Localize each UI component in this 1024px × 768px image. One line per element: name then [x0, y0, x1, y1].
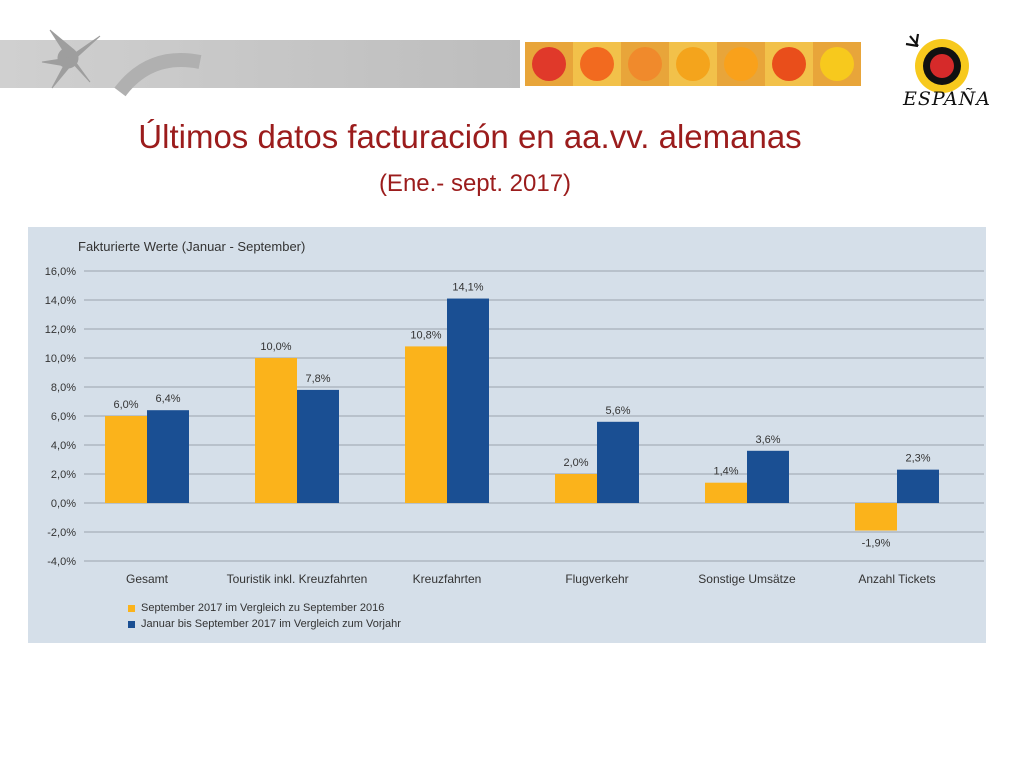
- bar-chart: 16,0% 14,0% 12,0% 10,0% 8,0% 6,0% 4,0% 2,0% 0,0%…: [45, 266, 984, 586]
- bar-2: [597, 421, 639, 503]
- y-tick-label: 16,0%: [45, 266, 76, 278]
- y-tick-label: 14,0%: [45, 295, 76, 307]
- legend-item-series1: September 2017 im Vergleich zu September…: [128, 600, 401, 616]
- data-label: 3,6%: [755, 434, 780, 446]
- slide-subtitle: (Ene.- sept. 2017): [378, 170, 572, 197]
- data-label: 6,0%: [113, 399, 138, 411]
- y-tick-label: 2,0%: [51, 469, 76, 481]
- legend-label-series2: Januar bis September 2017 im Vergleich z…: [141, 618, 401, 630]
- y-tick-label: -4,0%: [47, 556, 76, 568]
- x-category-label: Touristik inkl. Kreuzfahrten: [227, 572, 368, 586]
- data-label: 6,4%: [155, 393, 180, 405]
- slide-title: Últimos datos facturación en aa.vv. alem…: [138, 118, 802, 155]
- y-tick-label: 8,0%: [51, 382, 76, 394]
- sun-tile: [573, 42, 621, 86]
- sun-disc-icon: [772, 47, 806, 81]
- x-category-label: Kreuzfahrten: [413, 572, 482, 586]
- bar-1: [255, 358, 297, 503]
- y-tick-label: 4,0%: [51, 440, 76, 452]
- bar-1: [405, 346, 447, 503]
- sun-disc-icon: [532, 47, 566, 81]
- bar-2: [147, 410, 189, 503]
- bar-1: [855, 503, 897, 531]
- data-label: 2,3%: [905, 453, 930, 465]
- sun-tile: [669, 42, 717, 86]
- logo-text: ESPAÑA: [903, 88, 991, 110]
- sun-disc-icon: [580, 47, 614, 81]
- sun-tile: [813, 42, 861, 86]
- x-category-label: Sonstige Umsätze: [698, 572, 796, 586]
- x-category-label: Anzahl Tickets: [858, 572, 935, 586]
- sun-disc-icon: [820, 47, 854, 81]
- sun-tile: [717, 42, 765, 86]
- sun-tile: [525, 42, 573, 86]
- bar-1: [105, 416, 147, 503]
- bar-1: [555, 474, 597, 503]
- y-tick-label: -2,0%: [47, 527, 76, 539]
- sun-disc-icon: [724, 47, 758, 81]
- legend-item-series2: Januar bis September 2017 im Vergleich z…: [128, 616, 401, 632]
- espana-sun-logo-icon: [905, 33, 969, 93]
- x-category-label: Flugverkehr: [565, 572, 628, 586]
- y-tick-label: 10,0%: [45, 353, 76, 365]
- data-label: 1,4%: [713, 466, 738, 478]
- legend-swatch-series2: [128, 620, 135, 628]
- legend-label-series1: September 2017 im Vergleich zu September…: [141, 602, 385, 614]
- data-label: 7,8%: [305, 373, 330, 385]
- sun-tile: [765, 42, 813, 86]
- sun-disc-icon: [628, 47, 662, 81]
- chart-legend: September 2017 im Vergleich zu September…: [128, 600, 401, 632]
- y-tick-label: 12,0%: [45, 324, 76, 336]
- sun-disc-icon: [676, 47, 710, 81]
- bar-2: [297, 389, 339, 503]
- bar-2: [747, 450, 789, 503]
- star-decoration-icon: [41, 29, 202, 97]
- data-label: -1,9%: [862, 538, 891, 550]
- legend-swatch-series1: [128, 604, 135, 612]
- data-label: 5,6%: [605, 405, 630, 417]
- y-tick-label: 0,0%: [51, 498, 76, 510]
- bar-2: [897, 469, 939, 503]
- data-label: 2,0%: [563, 457, 588, 469]
- chart-title: Fakturierte Werte (Januar - September): [78, 239, 306, 254]
- sun-tiles-strip: [525, 42, 861, 86]
- sun-tile: [621, 42, 669, 86]
- data-label: 14,1%: [452, 282, 483, 294]
- bar-1: [705, 482, 747, 503]
- bar-2: [447, 298, 489, 503]
- chart-panel: 16,0% 14,0% 12,0% 10,0% 8,0% 6,0% 4,0% 2,0% 0,0%…: [28, 227, 986, 643]
- data-label: 10,0%: [260, 341, 291, 353]
- x-category-label: Gesamt: [126, 572, 169, 586]
- data-label: 10,8%: [410, 329, 441, 341]
- y-tick-label: 6,0%: [51, 411, 76, 423]
